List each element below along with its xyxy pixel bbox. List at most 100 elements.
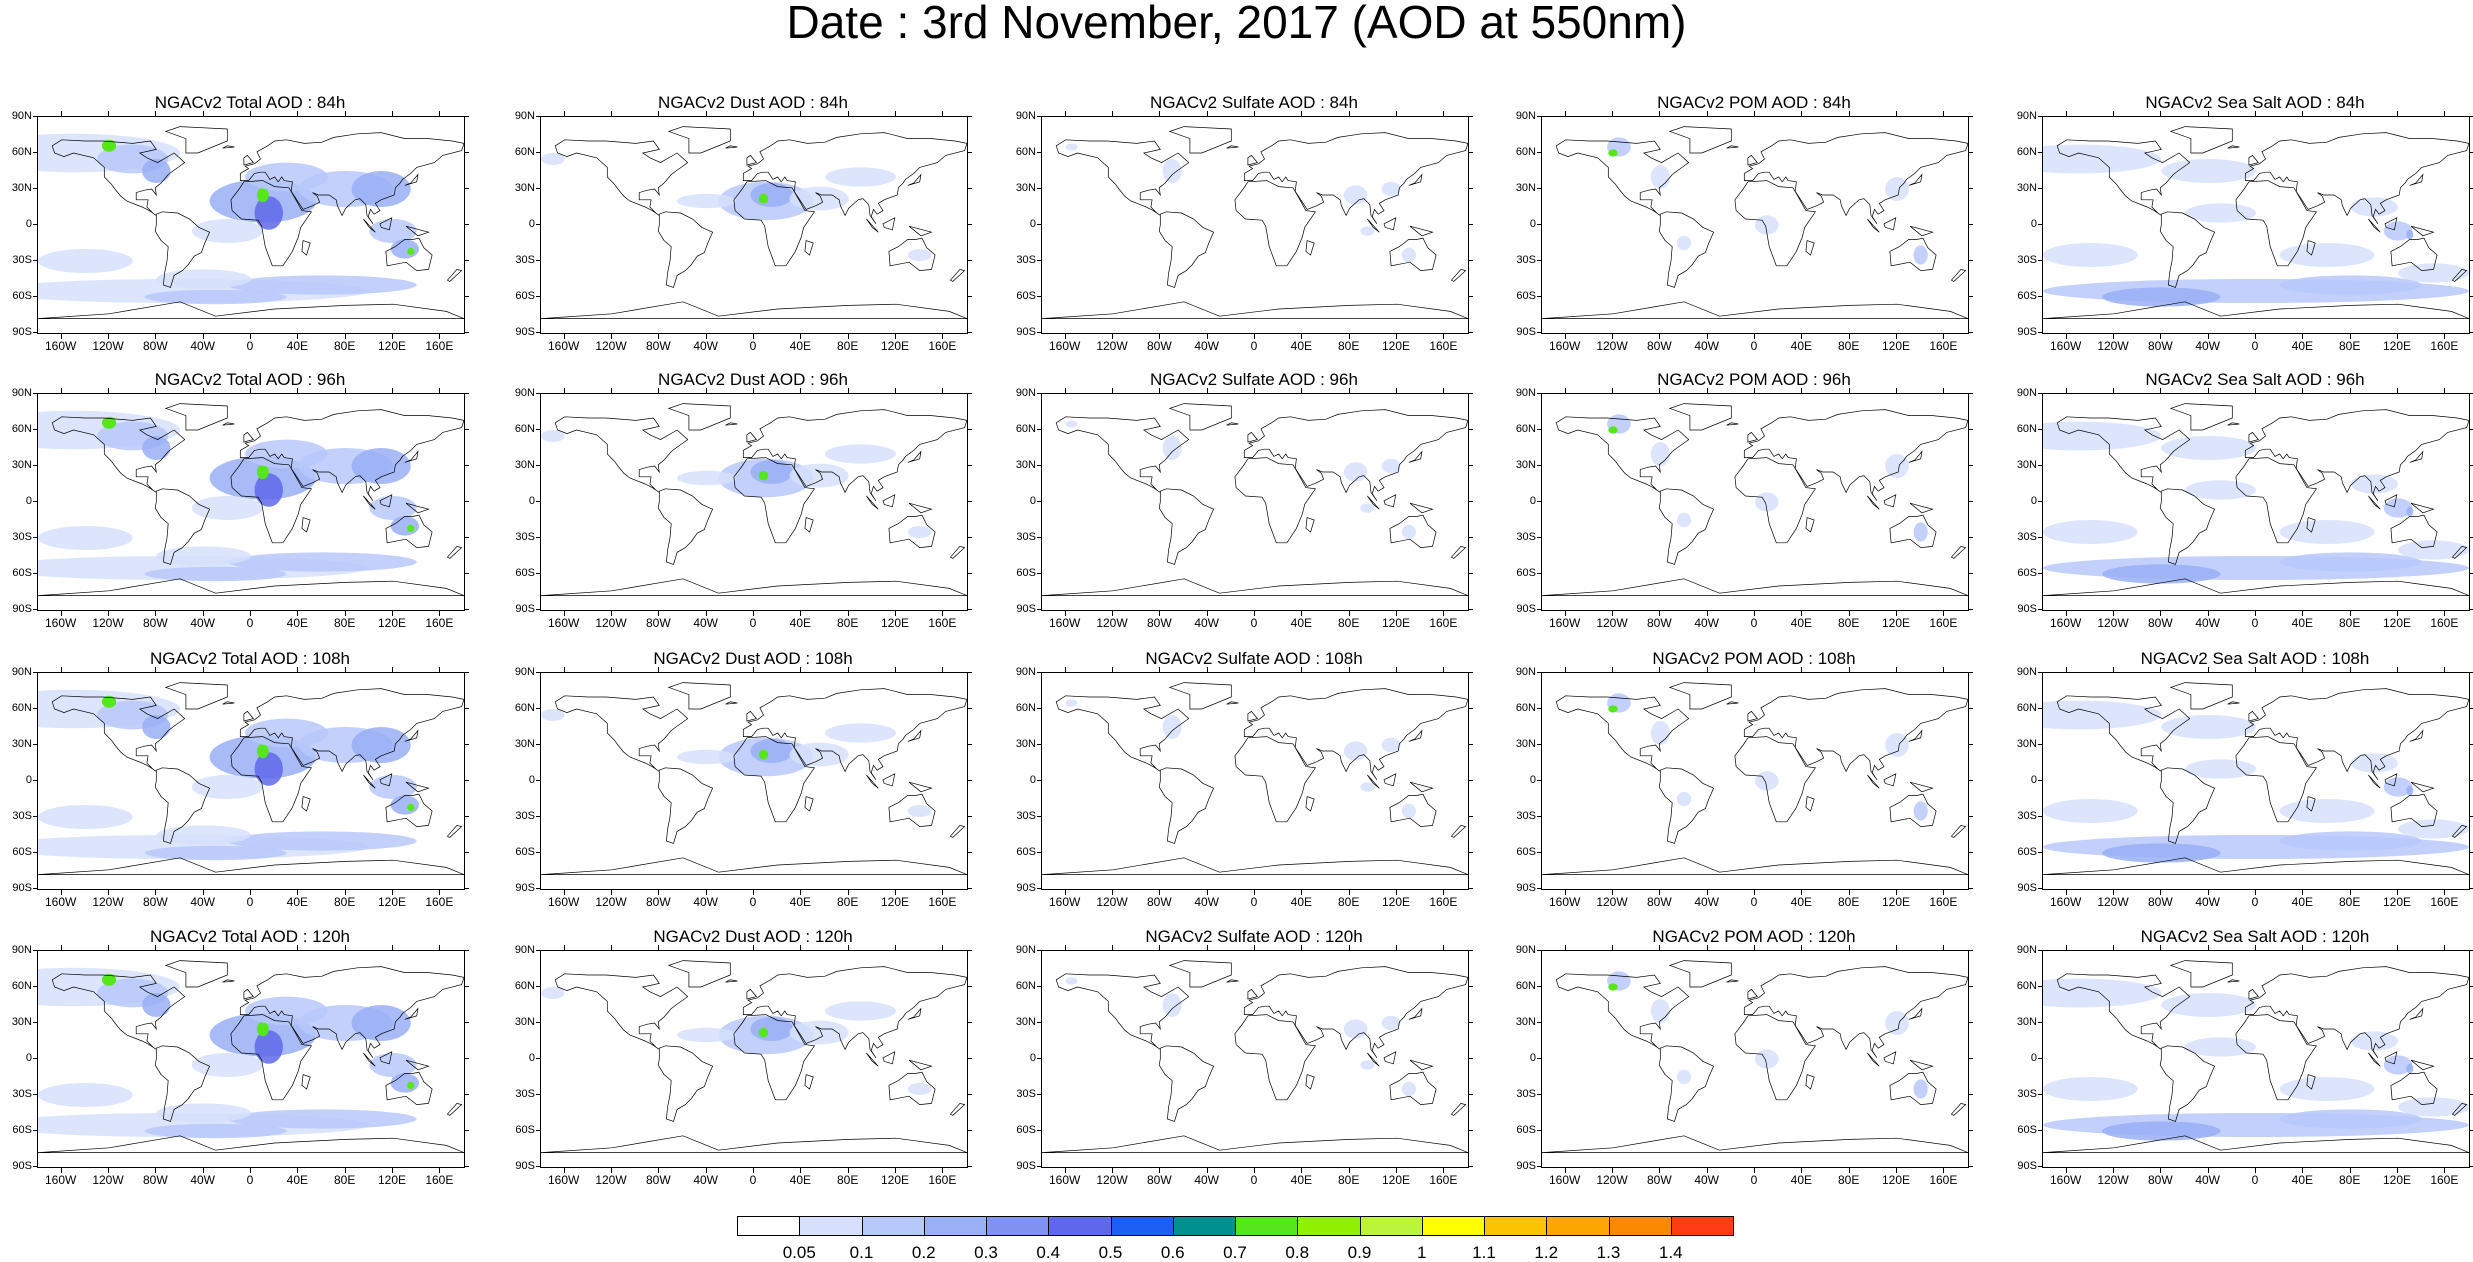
coastline xyxy=(2244,688,2469,781)
panel-title: NGACv2 Total AOD : 120h xyxy=(149,927,350,946)
lat-tick xyxy=(1469,501,1473,502)
aod-map xyxy=(1542,403,1968,596)
lon-tick xyxy=(800,1168,802,1173)
lon-tick xyxy=(1206,945,1208,950)
map-plot-area xyxy=(1041,950,1469,1168)
aod-field xyxy=(101,695,117,708)
coastline xyxy=(742,966,967,1059)
coastline xyxy=(1747,710,1759,722)
coastline xyxy=(2384,494,2398,508)
aod-field xyxy=(2406,506,2414,517)
aod-field xyxy=(825,723,896,743)
lon-tick xyxy=(2255,111,2256,116)
lon-tick xyxy=(895,1168,896,1173)
lat-tick-label: 0 xyxy=(1529,495,1536,507)
coastline xyxy=(667,960,731,988)
lat-tick-label: 60S xyxy=(2017,1124,2037,1136)
lon-tick xyxy=(439,111,441,116)
lat-tick xyxy=(2470,708,2473,709)
lon-tick xyxy=(2349,945,2351,950)
lat-tick xyxy=(2470,152,2473,153)
lat-tick xyxy=(968,260,972,261)
lon-tick-label: 120E xyxy=(2382,895,2412,909)
lon-tick xyxy=(60,1168,62,1173)
lat-tick-label: 30N xyxy=(1015,1016,1036,1028)
lat-tick xyxy=(1037,888,1041,889)
aod-map xyxy=(541,126,967,319)
lon-tick xyxy=(2207,388,2209,393)
coastline xyxy=(1555,973,1690,1050)
lon-tick xyxy=(392,667,393,672)
lat-tick-label: 60N xyxy=(1015,423,1036,435)
lat-tick xyxy=(536,1166,540,1167)
lon-tick-label: 0 xyxy=(749,1173,757,1187)
lat-tick-label: 60N xyxy=(514,146,535,158)
coastline xyxy=(1408,1007,1423,1020)
lon-tick xyxy=(1706,945,1708,950)
lon-tick xyxy=(344,111,346,116)
lon-tick xyxy=(1943,667,1945,672)
aod-field xyxy=(907,526,932,538)
lat-tick xyxy=(536,852,540,853)
colorbar-label: 1.4 xyxy=(1658,1243,1683,1262)
lon-tick xyxy=(1801,1168,1803,1173)
lon-tick xyxy=(1254,111,1255,116)
coastline xyxy=(1158,211,1215,288)
coastline xyxy=(1408,173,1423,186)
coastline xyxy=(154,1045,211,1122)
lon-tick xyxy=(942,945,944,950)
coastline xyxy=(1743,966,1968,1059)
lon-tick xyxy=(1064,334,1066,339)
lon-tick xyxy=(1348,890,1350,895)
lon-tick xyxy=(2302,111,2304,116)
lon-tick xyxy=(2302,1168,2304,1173)
lon-tick xyxy=(1159,1168,1161,1173)
lon-tick xyxy=(1443,388,1445,393)
lon-tick-label: 40W xyxy=(1194,616,1219,630)
coastline xyxy=(385,1071,433,1105)
lon-tick xyxy=(2444,667,2446,672)
lat-tick xyxy=(1469,708,1473,709)
lon-tick-label: 40E xyxy=(789,339,811,353)
lon-tick-label: 160E xyxy=(1429,339,1458,353)
aod-field xyxy=(541,709,565,721)
lat-tick-label: 60S xyxy=(1016,1124,1036,1136)
aod-map xyxy=(38,126,464,319)
aod-field xyxy=(1913,801,1928,821)
lat-tick xyxy=(33,152,37,153)
coastline xyxy=(2056,695,2191,772)
lon-tick xyxy=(1848,1168,1850,1173)
lon-tick-label: 0 xyxy=(2251,895,2259,909)
lat-tick xyxy=(1969,672,1973,673)
lon-tick xyxy=(2065,388,2067,393)
lat-tick xyxy=(1037,537,1041,538)
coastline xyxy=(404,1007,419,1020)
lon-tick-label: 160W xyxy=(1048,895,1081,909)
lon-tick-label: 40W xyxy=(1194,1173,1219,1187)
lon-tick-label: 80E xyxy=(333,339,356,353)
lat-tick xyxy=(465,1058,469,1059)
lon-tick xyxy=(1848,945,1850,950)
lat-tick xyxy=(536,429,540,430)
aod-field xyxy=(369,219,417,243)
lon-tick-label: 120W xyxy=(92,616,124,630)
lat-tick xyxy=(968,1058,972,1059)
lat-tick xyxy=(536,744,540,745)
aod-field xyxy=(1885,733,1909,757)
coastline xyxy=(51,695,186,772)
coastline xyxy=(1542,301,1968,319)
lat-tick-label: 30S xyxy=(1016,531,1036,543)
aod-field xyxy=(2279,831,2422,851)
aod-field xyxy=(2102,564,2221,584)
lat-tick xyxy=(33,1094,37,1095)
aod-field xyxy=(2279,243,2375,267)
lon-tick xyxy=(2444,945,2446,950)
coastline xyxy=(239,409,464,502)
lat-tick xyxy=(33,852,37,853)
lon-tick xyxy=(1112,667,1113,672)
lon-tick xyxy=(2444,1168,2446,1173)
coastline xyxy=(1389,1071,1437,1105)
coastline xyxy=(1747,988,1759,1000)
lon-tick-label: 80W xyxy=(1146,616,1172,630)
coastline xyxy=(733,1014,816,1101)
